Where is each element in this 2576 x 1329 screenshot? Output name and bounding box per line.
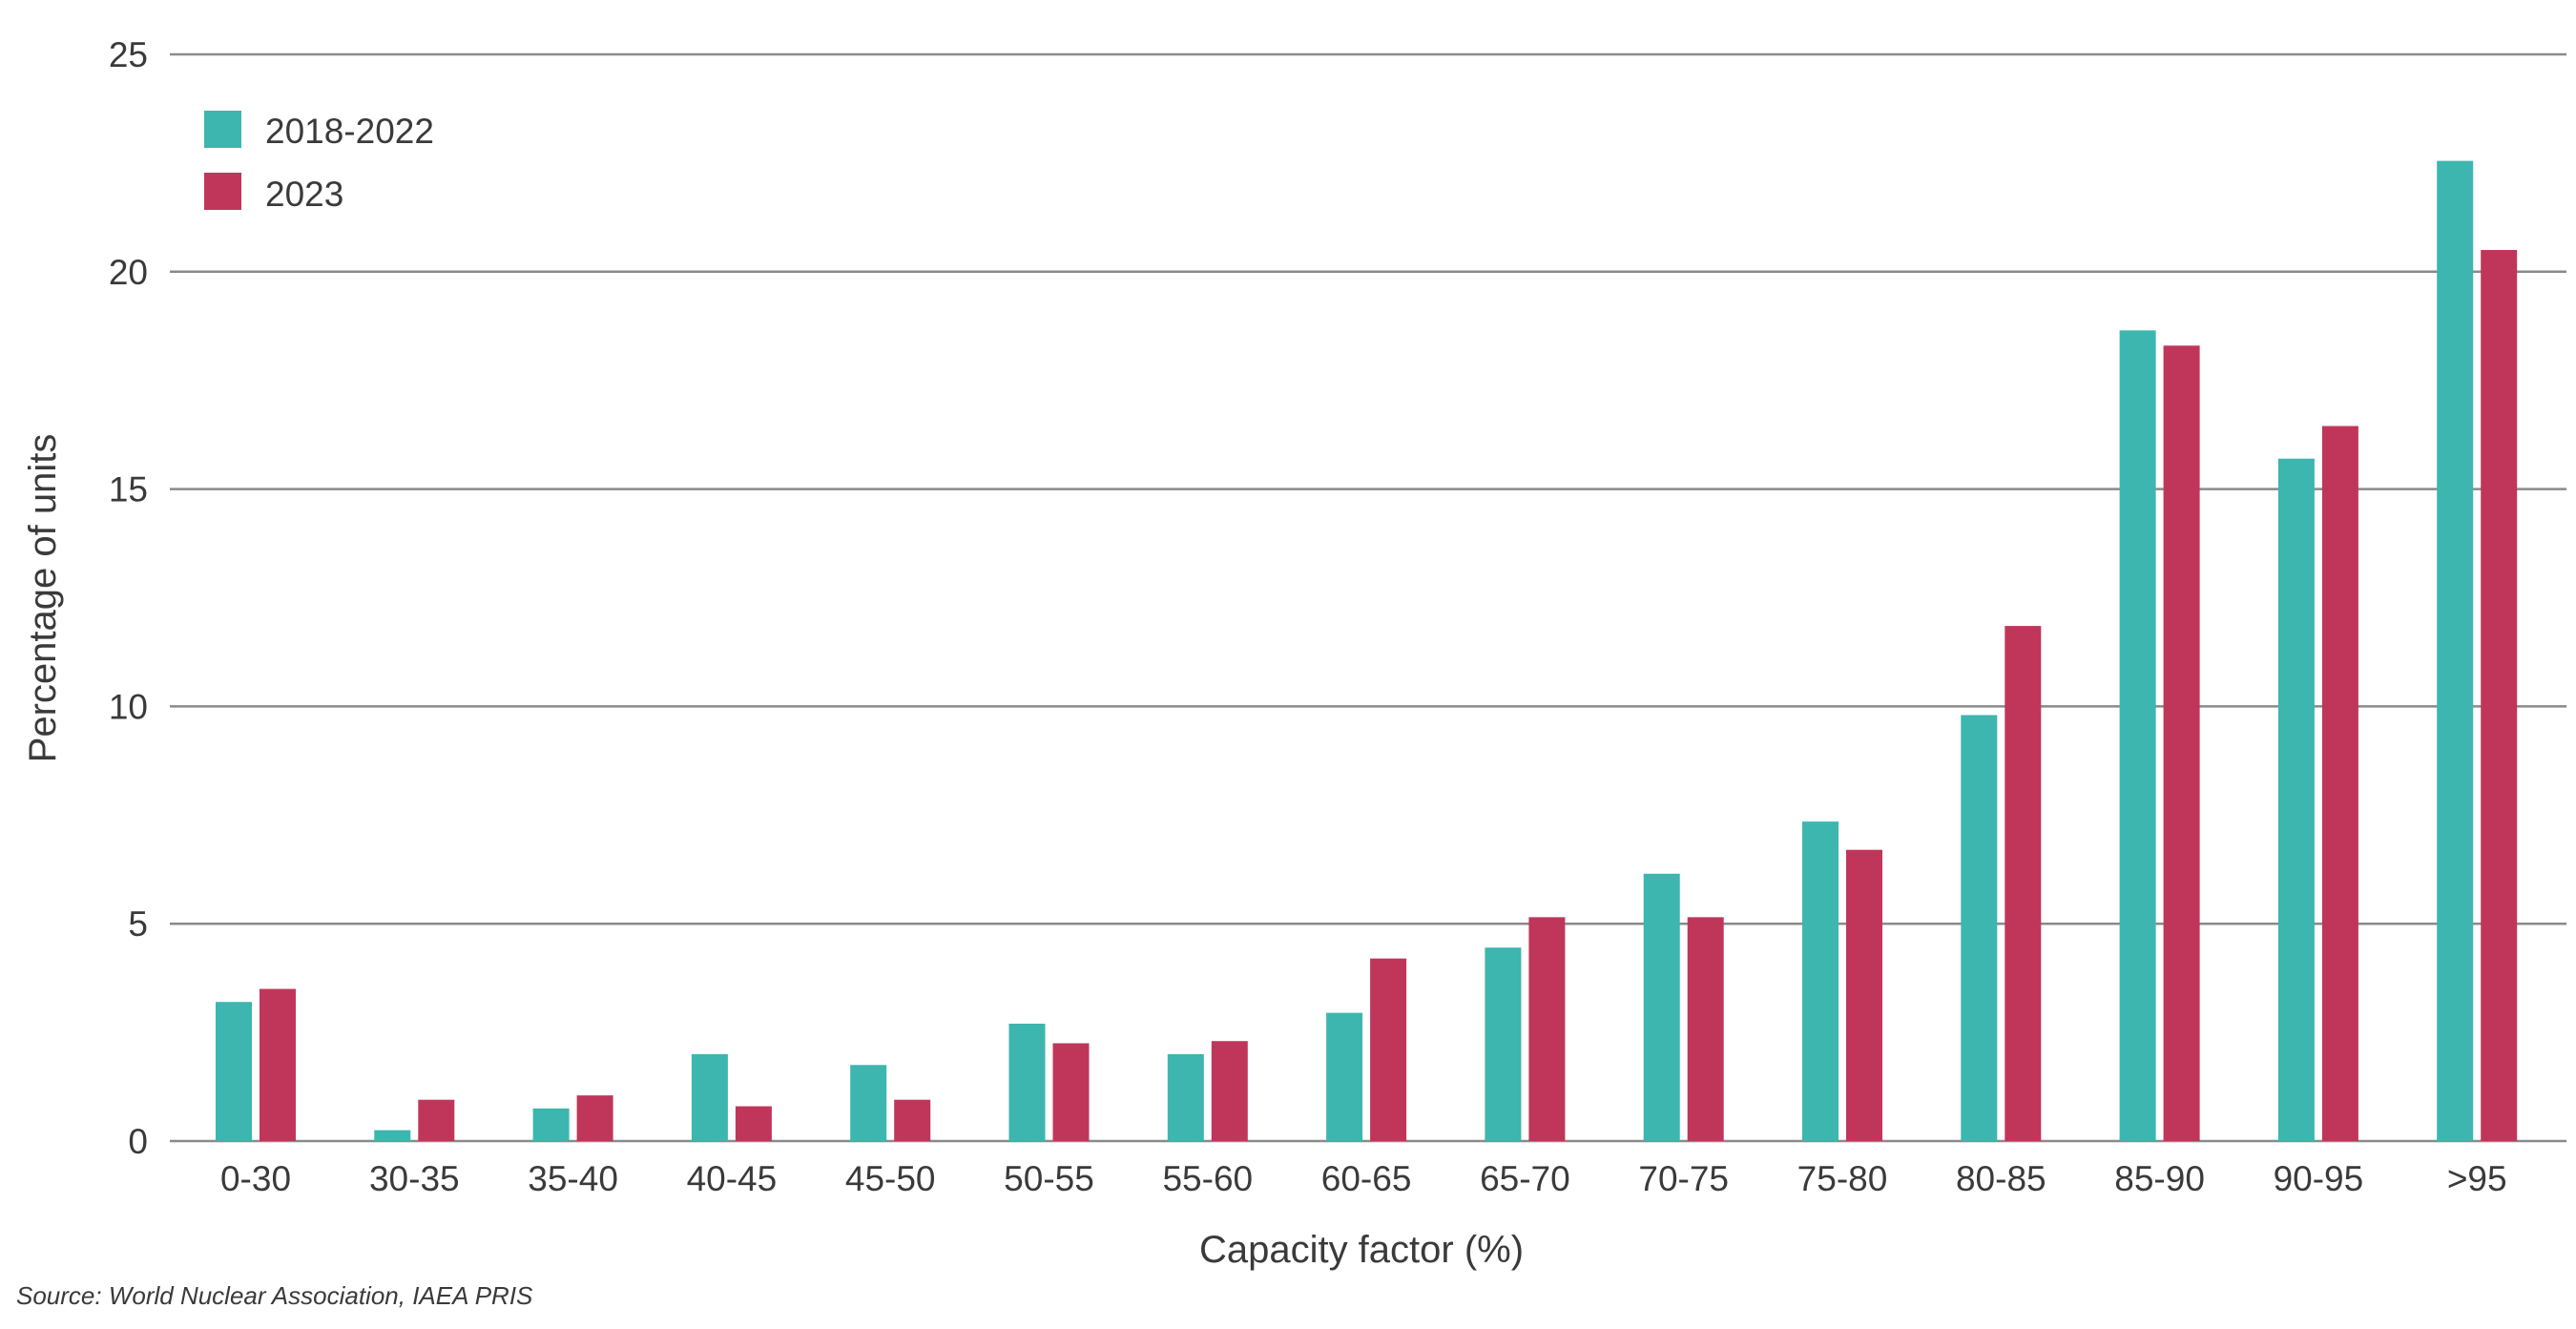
bar-2018-2022-90-95	[2278, 459, 2315, 1141]
legend-item-2023: 2023	[204, 173, 343, 214]
x-tick-label-90-95: 90-95	[2274, 1159, 2364, 1198]
source-note: Source: World Nuclear Association, IAEA …	[16, 1281, 533, 1310]
bar-2023-75-80	[1846, 850, 1882, 1141]
x-tick-label-80-85: 80-85	[1956, 1159, 2046, 1198]
legend-swatch-2018-2022	[204, 111, 241, 148]
y-axis-ticks: 0 5 10 15 20 25	[109, 35, 148, 1161]
bar-2018-2022->95	[2437, 161, 2473, 1141]
x-tick-label-45-50: 45-50	[845, 1159, 936, 1198]
x-tick-label-60-65: 60-65	[1321, 1159, 1412, 1198]
bar-2023-90-95	[2322, 426, 2358, 1141]
y-tick-label-20: 20	[109, 253, 148, 292]
bar-2023-85-90	[2164, 345, 2200, 1141]
legend-swatch-2023	[204, 173, 241, 210]
bar-2018-2022-0-30	[216, 1002, 252, 1141]
x-tick-label-65-70: 65-70	[1480, 1159, 1570, 1198]
legend-label-2018-2022: 2018-2022	[265, 112, 434, 151]
bar-2018-2022-75-80	[1802, 821, 1839, 1141]
bar-2018-2022-50-55	[1009, 1024, 1046, 1141]
bar-2023-50-55	[1053, 1043, 1090, 1141]
x-tick-label-40-45: 40-45	[687, 1159, 778, 1198]
y-tick-label-25: 25	[109, 35, 148, 74]
gridlines	[170, 54, 2566, 1141]
bar-2018-2022-60-65	[1326, 1013, 1362, 1141]
bar-2023-0-30	[260, 989, 296, 1141]
bar-2018-2022-30-35	[374, 1131, 410, 1141]
x-tick-label-55-60: 55-60	[1162, 1159, 1253, 1198]
bar-2018-2022-65-70	[1485, 947, 1521, 1141]
x-tick-label-70-75: 70-75	[1638, 1159, 1729, 1198]
bar-2023-70-75	[1688, 917, 1724, 1141]
legend: 2018-2022 2023	[204, 111, 434, 214]
x-tick-label-75-80: 75-80	[1797, 1159, 1888, 1198]
bar-2023-30-35	[418, 1100, 454, 1141]
legend-item-2018-2022: 2018-2022	[204, 111, 434, 151]
x-tick-label-85-90: 85-90	[2114, 1159, 2205, 1198]
bar-2018-2022-55-60	[1168, 1054, 1204, 1141]
x-tick-label-35-40: 35-40	[528, 1159, 618, 1198]
y-tick-label-10: 10	[109, 687, 148, 726]
bar-2023-65-70	[1528, 917, 1565, 1141]
x-axis-ticks: 0-30 30-35 35-40 40-45 45-50 50-55 55-60 60-65 6…	[220, 1159, 2507, 1198]
x-axis-title: Capacity factor (%)	[1199, 1229, 1524, 1271]
bars	[216, 161, 2517, 1141]
bar-2018-2022-40-45	[692, 1054, 728, 1141]
bar-2023-35-40	[577, 1095, 613, 1141]
x-tick-label-30-35: 30-35	[369, 1159, 460, 1198]
y-tick-label-15: 15	[109, 470, 148, 509]
bar-2018-2022-35-40	[533, 1109, 570, 1141]
bar-2023-80-85	[2005, 626, 2041, 1141]
bar-2023-40-45	[736, 1107, 772, 1141]
bar-2018-2022-45-50	[850, 1065, 886, 1141]
bar-2023-60-65	[1370, 959, 1406, 1141]
x-tick-label-0-30: 0-30	[220, 1159, 291, 1198]
bar-2018-2022-80-85	[1961, 716, 1997, 1141]
y-tick-label-5: 5	[128, 904, 148, 944]
bar-2018-2022-70-75	[1644, 874, 1680, 1141]
y-axis-title: Percentage of units	[22, 434, 64, 763]
bar-2023-55-60	[1212, 1041, 1248, 1141]
x-tick-label-50-55: 50-55	[1004, 1159, 1094, 1198]
legend-label-2023: 2023	[265, 175, 343, 214]
x-tick-label->95: >95	[2447, 1159, 2507, 1198]
bar-2023->95	[2481, 250, 2517, 1141]
y-tick-label-0: 0	[128, 1122, 148, 1161]
bar-2018-2022-85-90	[2120, 330, 2156, 1141]
bar-2023-45-50	[894, 1100, 930, 1141]
